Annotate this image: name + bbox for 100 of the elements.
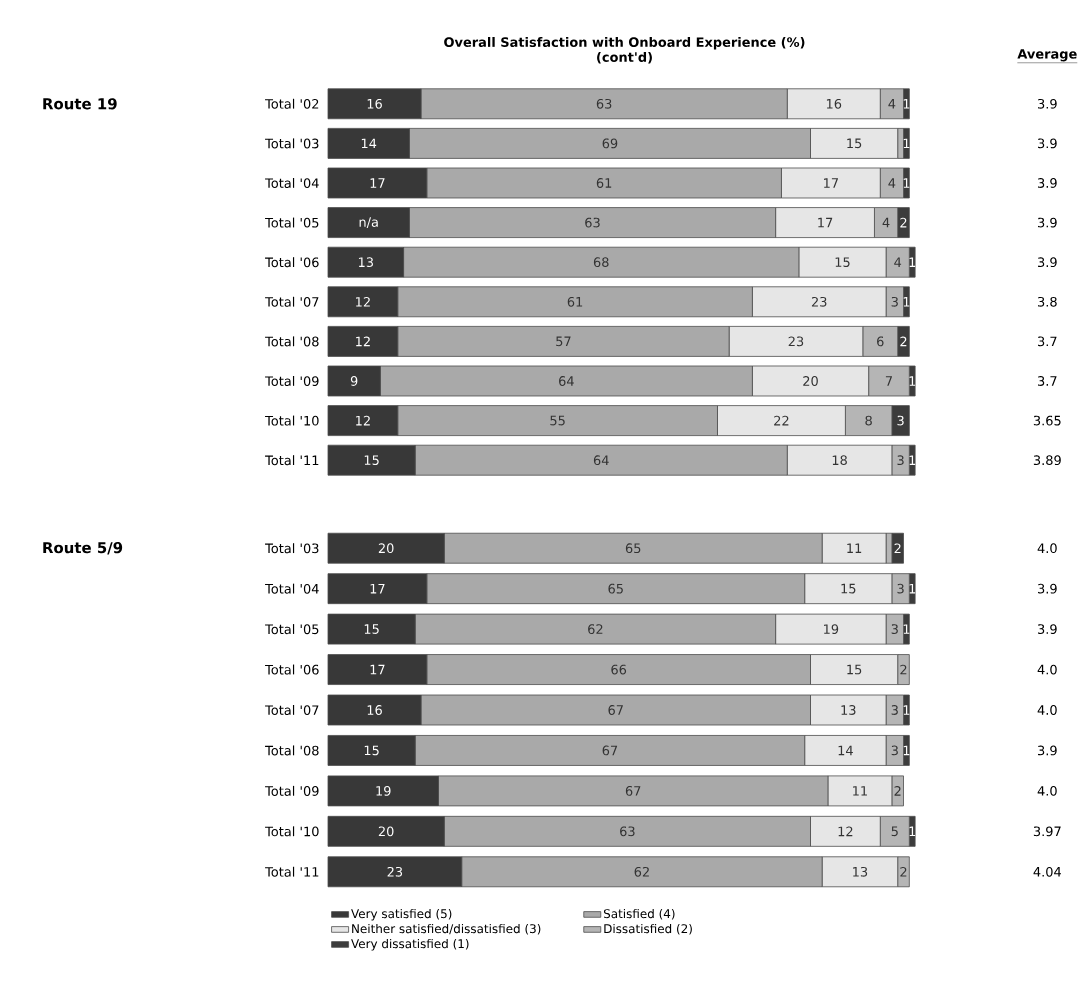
data-label: 15 [847,664,862,675]
data-label: 1 [909,257,916,267]
data-label: 16 [367,98,382,109]
y-tick-label: Total '07 [265,704,319,716]
data-label: 19 [376,785,391,796]
text: 3.97 [1033,826,1061,837]
data-label: 62 [588,624,603,635]
data-label: 1 [903,745,910,756]
data-label: 17 [824,178,838,188]
y-tick-label: Total '04 [265,583,319,594]
data-label: 4 [882,217,890,228]
data-label: 23 [387,866,403,877]
data-label: 4 [888,178,896,188]
legend-label: Very satisfied (5) [351,908,452,921]
y2-axis-title: Average [1017,49,1077,62]
data-label: 5 [891,826,898,837]
data-label: 1 [909,826,916,837]
data-label: 12 [356,415,370,426]
y-tick-label: Total '07 [265,296,319,307]
text: 3.9 [1038,217,1057,228]
data-label: 69 [602,138,618,149]
data-label: 15 [364,745,379,756]
data-label: 17 [370,583,385,594]
data-label: 63 [596,98,612,109]
data-label: 1 [909,455,916,465]
data-label: 3 [891,624,898,635]
text: 3.89 [1033,455,1061,466]
data-label: 67 [602,745,618,756]
text: 3.9 [1038,98,1057,109]
data-label: n/a [359,217,378,228]
data-label: 65 [625,543,641,554]
y-tick-label: Total '09 [265,785,319,796]
data-label: 11 [847,543,862,553]
data-label: 2 [900,866,907,877]
data-label: 9 [350,376,358,386]
data-label: 63 [585,217,600,228]
data-label: 3 [891,705,898,715]
text: 3.7 [1038,336,1057,347]
data-label: 2 [894,543,901,554]
y-tick-label: Total '05 [265,624,319,635]
data-label: 12 [838,826,853,837]
data-label: 13 [358,257,373,268]
y-tick-label: Total '09 [265,375,319,387]
data-label: 2 [900,664,907,675]
text: 4.0 [1037,543,1057,554]
data-label: 18 [832,455,847,466]
data-label: 15 [847,138,862,149]
data-label: 61 [596,178,612,188]
data-label: 1 [903,178,910,188]
y-tick-label: Total '11 [265,455,319,466]
y-tick-label: Total '06 [265,664,319,675]
data-label: 16 [826,98,842,109]
data-label: 16 [367,705,382,715]
data-label: 20 [803,376,818,386]
text: 3.9 [1038,745,1057,756]
y-axis-title: Route 5/9 [43,541,123,555]
data-label: 1 [903,297,910,307]
data-label: 55 [550,415,565,426]
text: 4.04 [1033,866,1062,877]
y-tick-label: Total '06 [265,257,319,268]
data-label: 67 [625,785,641,796]
text: 3.7 [1038,376,1057,386]
data-label: 17 [370,178,385,188]
data-label: 12 [356,296,370,307]
data-label: 17 [818,217,833,228]
data-label: 61 [567,296,583,307]
y-tick-label: Total '04 [265,177,319,189]
text: 4.0 [1037,664,1057,675]
chart-title: Overall Satisfaction with Onboard Experience (%) [444,37,805,50]
data-label: 11 [853,786,867,796]
text: 3.9 [1038,583,1057,594]
data-label: 23 [788,336,804,347]
data-label: 22 [774,415,789,426]
data-label: 63 [620,826,635,837]
data-label: 64 [559,376,574,386]
chart-subtitle: (cont'd) [597,51,652,64]
data-label: 2 [900,217,907,228]
text: 3.9 [1038,624,1057,635]
data-label: 20 [378,826,394,837]
data-label: 14 [838,745,853,756]
text: 3.9 [1038,257,1057,268]
data-label: 68 [593,257,609,268]
data-label: 66 [611,664,627,675]
data-label: 3 [897,455,904,466]
data-label: 2 [894,786,901,796]
data-label: 6 [877,336,884,347]
data-label: 1 [903,138,910,149]
y-tick-label: Total '08 [265,336,319,347]
y-tick-label: Total '05 [265,217,319,228]
text: 4.0 [1037,786,1057,796]
y-tick-label: Total '03 [265,138,319,149]
data-label: 1 [903,705,910,715]
text: 4.0 [1037,705,1057,715]
data-label: 15 [835,257,850,267]
y-axis-title: Route 19 [43,98,117,110]
data-label: 13 [853,866,868,877]
data-label: 1 [909,583,916,594]
text: 3.8 [1038,296,1057,307]
data-label: 65 [608,583,623,594]
text: 3.9 [1038,138,1057,149]
